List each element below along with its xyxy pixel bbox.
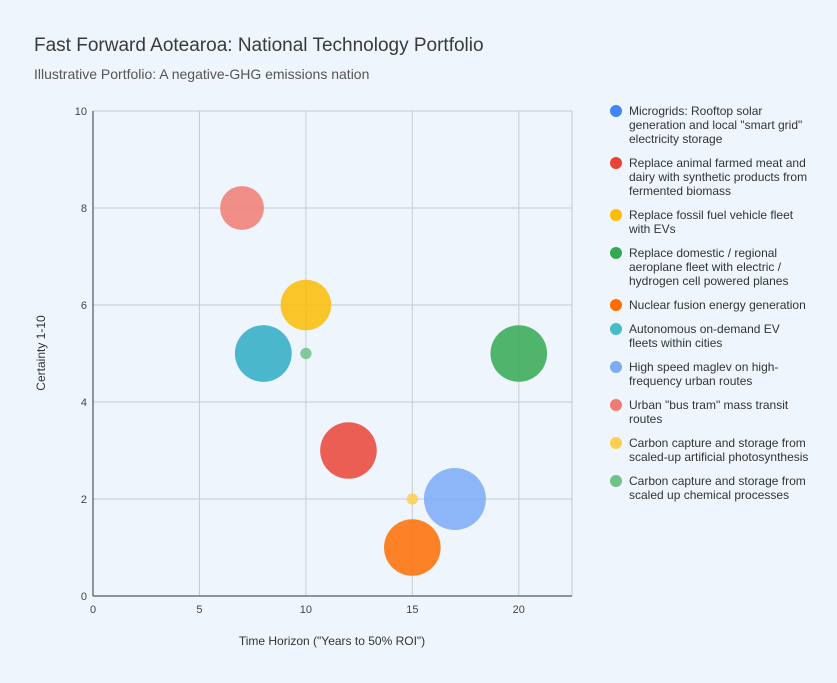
y-tick-label: 4 bbox=[81, 397, 87, 409]
axes: 0 2 4 6 8 10 0 5 10 15 20 bbox=[75, 106, 572, 616]
legend-item[interactable]: Replace domestic / regional aeroplane fl… bbox=[610, 246, 810, 288]
legend-item[interactable]: Replace animal farmed meat and dairy wit… bbox=[610, 156, 810, 198]
legend-item[interactable]: High speed maglev on high-frequency urba… bbox=[610, 360, 810, 388]
y-tick-label: 8 bbox=[81, 203, 87, 215]
y-tick-label: 0 bbox=[81, 591, 87, 603]
legend-swatch bbox=[610, 247, 622, 259]
legend-item[interactable]: Urban "bus tram" mass transit routes bbox=[610, 398, 810, 426]
x-tick-label: 10 bbox=[300, 604, 312, 616]
legend-item[interactable]: Nuclear fusion energy generation bbox=[610, 298, 810, 312]
legend: Microgrids: Rooftop solar generation and… bbox=[610, 104, 810, 512]
legend-item[interactable]: Autonomous on-demand EV fleets within ci… bbox=[610, 322, 810, 350]
legend-label: Carbon capture and storage from scaled u… bbox=[629, 474, 806, 502]
legend-swatch bbox=[610, 299, 622, 311]
bubble[interactable] bbox=[300, 347, 312, 360]
legend-swatch bbox=[610, 361, 622, 373]
bubble[interactable] bbox=[320, 422, 377, 479]
legend-label: Urban "bus tram" mass transit routes bbox=[629, 398, 789, 426]
legend-swatch bbox=[610, 209, 622, 221]
bubble[interactable] bbox=[490, 325, 548, 382]
bubble[interactable] bbox=[423, 468, 486, 530]
bubble[interactable] bbox=[220, 186, 264, 230]
bubble[interactable] bbox=[280, 279, 332, 331]
legend-label: High speed maglev on high-frequency urba… bbox=[629, 360, 779, 388]
legend-label: Nuclear fusion energy generation bbox=[629, 298, 806, 312]
x-tick-label: 5 bbox=[196, 604, 202, 616]
legend-swatch bbox=[610, 157, 622, 169]
y-tick-label: 10 bbox=[75, 106, 87, 118]
legend-label: Microgrids: Rooftop solar generation and… bbox=[629, 104, 803, 146]
bubble[interactable] bbox=[406, 493, 418, 505]
bubble[interactable] bbox=[384, 519, 441, 576]
x-axis-label: Time Horizon ("Years to 50% ROI") bbox=[239, 634, 425, 648]
legend-swatch bbox=[610, 323, 622, 335]
legend-item[interactable]: Carbon capture and storage from scaled u… bbox=[610, 474, 810, 502]
bubbles bbox=[220, 186, 548, 576]
bubble[interactable] bbox=[235, 325, 292, 382]
x-tick-label: 15 bbox=[406, 604, 418, 616]
y-axis-label: Certainty 1-10 bbox=[34, 315, 48, 391]
legend-label: Autonomous on-demand EV fleets within ci… bbox=[629, 322, 780, 350]
legend-label: Replace fossil fuel vehicle fleet with E… bbox=[629, 208, 794, 236]
legend-label: Replace domestic / regional aeroplane fl… bbox=[629, 246, 789, 288]
legend-item[interactable]: Carbon capture and storage from scaled-u… bbox=[610, 436, 810, 464]
legend-item[interactable]: Replace fossil fuel vehicle fleet with E… bbox=[610, 208, 810, 236]
legend-label: Carbon capture and storage from scaled-u… bbox=[629, 436, 809, 464]
chart-title: Fast Forward Aotearoa: National Technolo… bbox=[34, 35, 484, 56]
legend-swatch bbox=[610, 475, 622, 487]
legend-item[interactable]: Microgrids: Rooftop solar generation and… bbox=[610, 104, 810, 146]
y-tick-label: 2 bbox=[81, 494, 87, 506]
x-tick-label: 0 bbox=[90, 604, 96, 616]
x-tick-label: 20 bbox=[513, 604, 525, 616]
legend-swatch bbox=[610, 399, 622, 411]
chart-subtitle: Illustrative Portfolio: A negative-GHG e… bbox=[34, 66, 370, 82]
legend-swatch bbox=[610, 105, 622, 117]
y-tick-label: 6 bbox=[81, 300, 87, 312]
legend-swatch bbox=[610, 437, 622, 449]
legend-label: Replace animal farmed meat and dairy wit… bbox=[629, 156, 808, 198]
